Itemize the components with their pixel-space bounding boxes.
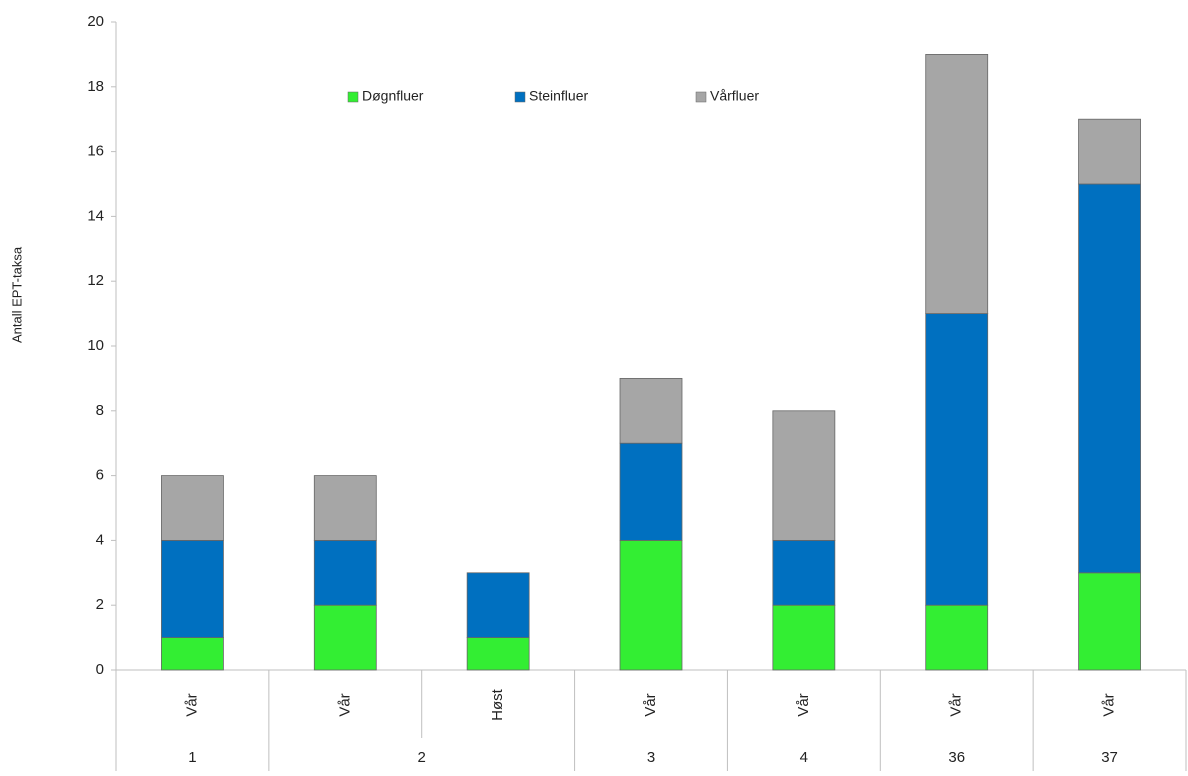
x-tick-label: Vår (183, 693, 200, 716)
bar-segment (772, 604, 836, 671)
y-tick-label: 6 (96, 467, 104, 484)
bar-segment (466, 572, 530, 638)
x-tick-label: Vår (1101, 693, 1118, 716)
x-tick-label: Vår (795, 693, 812, 716)
y-tick-label: 8 (96, 402, 104, 419)
bar-segment (925, 604, 989, 671)
y-tick-label: 0 (96, 661, 104, 678)
bar-segment (466, 637, 530, 671)
bar-segment (161, 637, 224, 671)
y-tick-label: 12 (87, 272, 104, 289)
bar-segment (1078, 183, 1141, 574)
y-tick-label: 2 (96, 596, 104, 613)
bar-segment (161, 540, 224, 639)
y-tick-label: 4 (96, 531, 104, 548)
legend-label: Vårfluer (710, 88, 759, 104)
x-tick-label: Høst (489, 688, 506, 720)
legend-swatch (347, 91, 359, 103)
legend-swatch (695, 91, 707, 103)
group-label: 2 (418, 749, 426, 766)
legend-label: Døgnfluer (362, 88, 424, 104)
bar-segment (313, 540, 377, 606)
bar-segment (925, 313, 989, 606)
group-label: 36 (948, 749, 965, 766)
group-label: 4 (800, 749, 808, 766)
bar-segment (925, 54, 989, 315)
bar-segment (313, 604, 377, 671)
x-tick-label: Vår (948, 693, 965, 716)
y-tick-label: 14 (87, 207, 104, 224)
bar-segment (313, 475, 377, 541)
x-tick-label: Vår (642, 693, 659, 716)
bar-segment (772, 410, 836, 541)
bar-segment (772, 540, 836, 606)
y-tick-label: 16 (87, 143, 104, 160)
y-tick-label: 10 (87, 337, 104, 354)
bar-segment (619, 540, 683, 671)
y-axis-label: Antall EPT-taksa (9, 246, 24, 343)
bar-segment (619, 377, 683, 444)
bar-segment (161, 475, 224, 541)
legend-swatch (514, 91, 526, 103)
group-label: 1 (188, 749, 196, 766)
bar-segment (1078, 572, 1141, 671)
legend-label: Steinfluer (529, 88, 588, 104)
group-label: 37 (1101, 749, 1118, 766)
y-tick-label: 20 (87, 13, 104, 30)
x-tick-label: Vår (336, 693, 353, 716)
bar-segment (1078, 118, 1141, 185)
group-label: 3 (647, 749, 655, 766)
y-tick-label: 18 (87, 78, 104, 95)
bar-segment (619, 442, 683, 541)
